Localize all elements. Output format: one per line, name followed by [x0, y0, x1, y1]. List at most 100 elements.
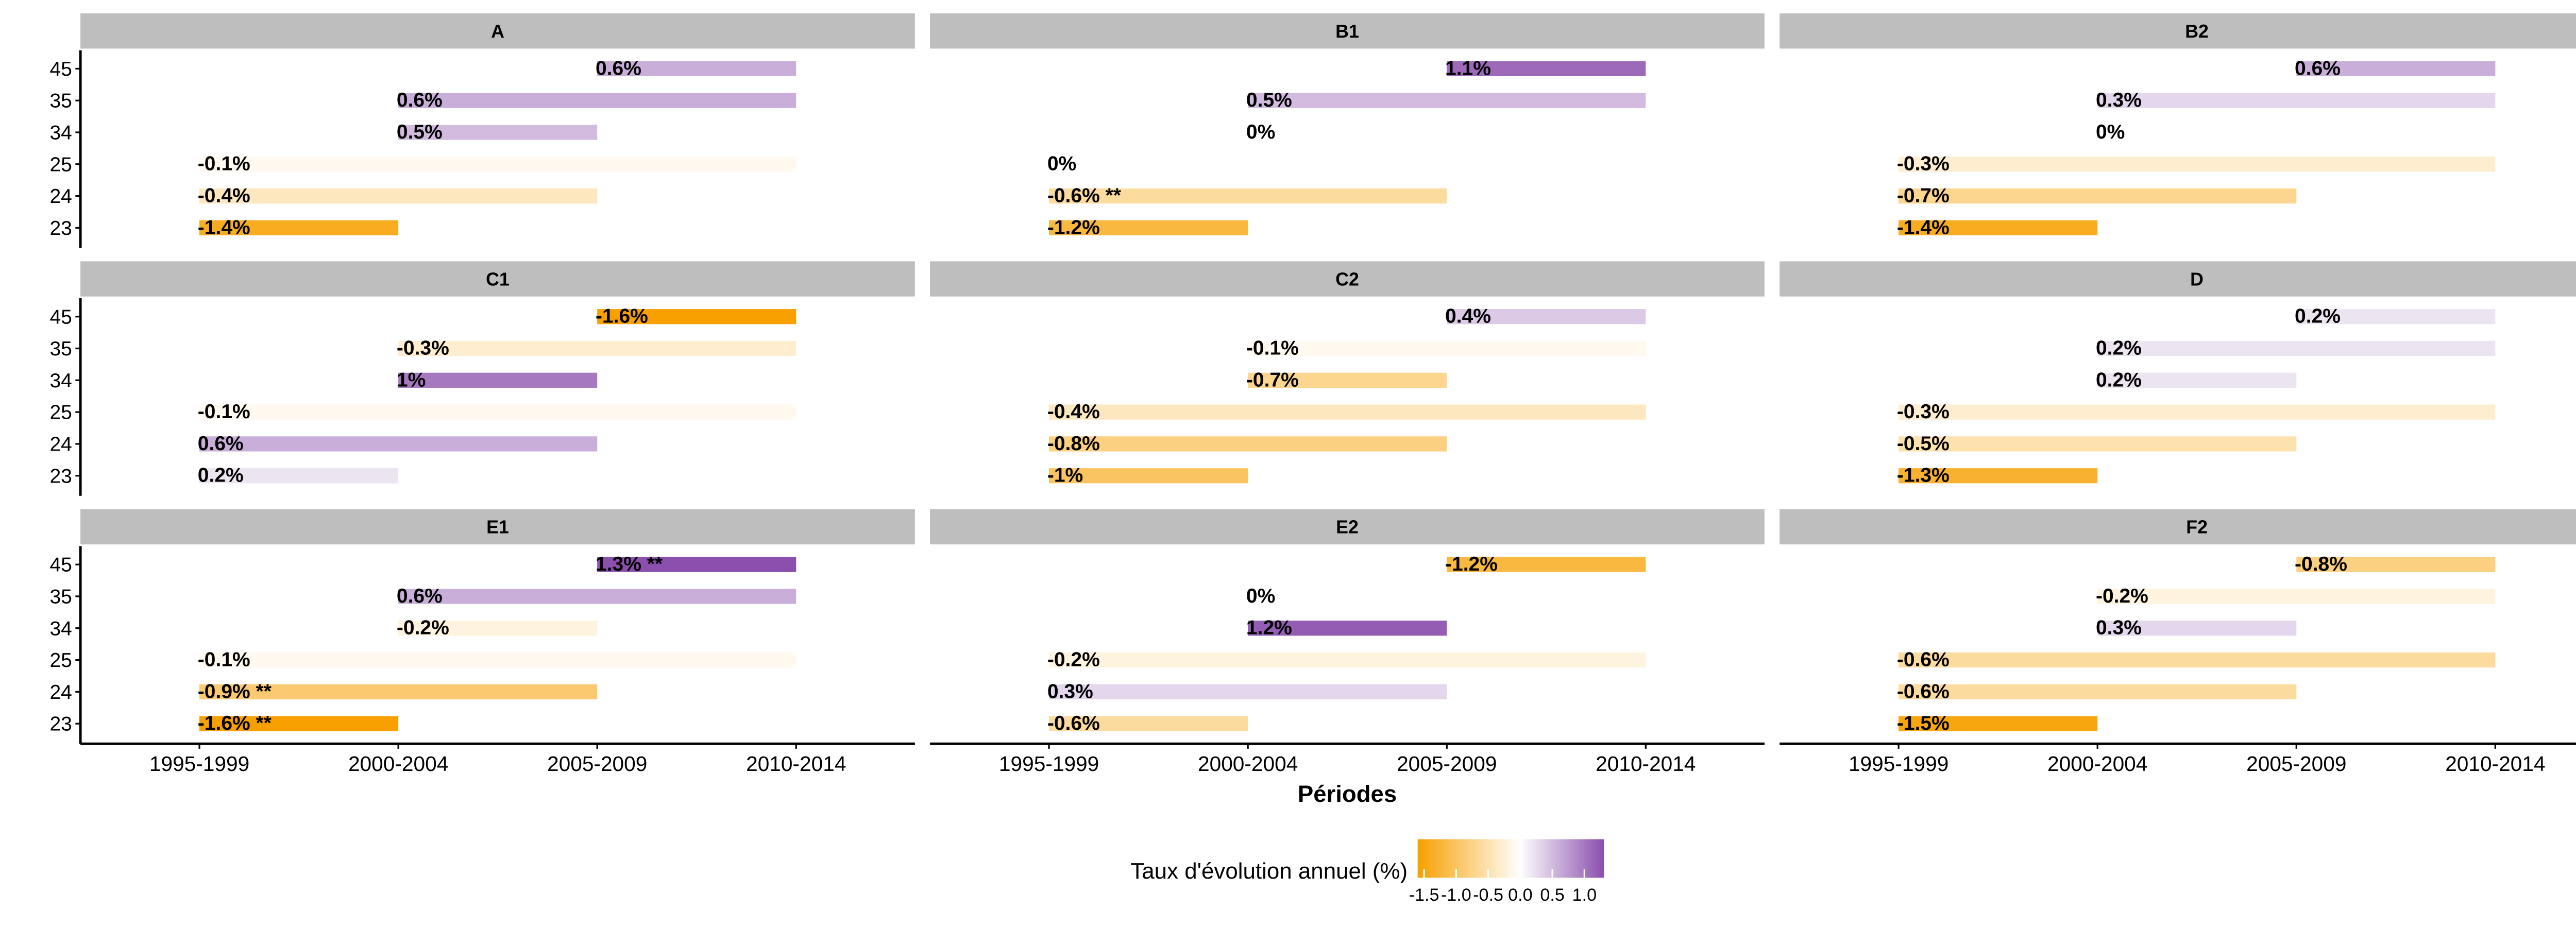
colorbar-cell — [1429, 839, 1432, 878]
bar — [2097, 125, 2297, 140]
colorbar-cell — [1582, 839, 1584, 878]
colorbar-cell — [1501, 839, 1504, 878]
value-label: -0.1% — [1246, 337, 1299, 359]
value-label: -0.1% — [198, 648, 250, 671]
colorbar-cell — [1562, 839, 1564, 878]
value-label: 0% — [1047, 153, 1076, 175]
bar — [1248, 372, 1447, 388]
panel-title: E1 — [486, 517, 509, 538]
bar — [2296, 61, 2496, 77]
x-tick-label: 1995-1999 — [1849, 752, 1948, 776]
colorbar-cell — [1466, 839, 1468, 878]
colorbar-cell — [1555, 839, 1557, 878]
value-label: -1.6% — [596, 305, 648, 328]
value-label: -0.2% — [397, 617, 449, 639]
colorbar-cell — [1543, 839, 1546, 878]
bar — [1049, 188, 1447, 204]
colorbar-cell — [1437, 839, 1440, 878]
y-tick-label: 25 — [49, 153, 72, 176]
value-label: 0.5% — [397, 121, 443, 143]
x-axis-title: Périodes — [1298, 781, 1397, 807]
value-label: -0.3% — [1897, 401, 1950, 423]
colorbar-cell — [1508, 839, 1511, 878]
bar — [1899, 716, 2098, 731]
colorbar-cell — [1595, 839, 1598, 878]
colorbar-cell — [1456, 839, 1459, 878]
colorbar-cell — [1503, 839, 1505, 878]
colorbar-cell — [1518, 839, 1520, 878]
bar — [1899, 157, 2496, 172]
x-tick-label: 2010-2014 — [1596, 752, 1696, 776]
value-label: -0.9% ** — [198, 680, 272, 702]
bar — [199, 188, 598, 204]
panel-title: C2 — [1335, 269, 1359, 289]
colorbar-cell — [1513, 839, 1515, 878]
colorbar-cell — [1575, 839, 1578, 878]
colorbar-cell — [1451, 839, 1453, 878]
colorbar-cell — [1580, 839, 1583, 878]
value-label: 0% — [1246, 121, 1275, 143]
y-tick-label: 45 — [49, 58, 72, 80]
colorbar-cell — [1496, 839, 1499, 878]
panel-title: B1 — [1335, 21, 1359, 42]
colorbar-cell — [1585, 839, 1587, 878]
panel-title: A — [491, 21, 504, 42]
value-label: 1% — [397, 369, 426, 391]
colorbar-cell — [1530, 839, 1532, 878]
value-label: 0.3% — [1047, 680, 1093, 702]
bar — [2296, 557, 2496, 572]
bar — [1899, 220, 2098, 236]
value-label: -0.3% — [1897, 153, 1950, 175]
panel-title: F2 — [2186, 517, 2208, 538]
colorbar-cell — [1511, 839, 1514, 878]
colorbar-cell — [1428, 839, 1430, 878]
colorbar-cell — [1444, 839, 1447, 878]
colorbar-cell — [1533, 839, 1535, 878]
colorbar-cell — [1571, 839, 1574, 878]
colorbar-cell — [1523, 839, 1526, 878]
value-label: -0.2% — [2096, 585, 2148, 607]
colorbar-cell — [1463, 839, 1465, 878]
bar — [199, 436, 598, 452]
bar — [398, 125, 598, 140]
colorbar-cell — [1598, 839, 1601, 878]
x-tick-label: 2000-2004 — [2047, 752, 2147, 776]
colorbar-cell — [1528, 839, 1531, 878]
bar — [398, 621, 598, 636]
value-label: -0.6% — [1897, 680, 1950, 702]
colorbar-cell — [1489, 839, 1492, 878]
colorbar-tick-label: -0.5 — [1473, 885, 1503, 905]
bar — [1248, 589, 1646, 604]
x-tick-label: 2005-2009 — [1397, 752, 1497, 776]
panel-title: D — [2190, 269, 2204, 289]
bar — [1899, 188, 2297, 204]
strip — [930, 261, 1765, 297]
value-label: -1.2% — [1445, 553, 1498, 575]
colorbar-cell — [1550, 839, 1552, 878]
bar — [2097, 589, 2496, 604]
colorbar-cell — [1548, 839, 1551, 878]
y-tick-label: 23 — [49, 713, 72, 735]
strip — [930, 13, 1765, 49]
bar — [2097, 621, 2297, 636]
colorbar-cell — [1536, 839, 1539, 878]
value-label: 0% — [1246, 585, 1275, 607]
colorbar-cell — [1500, 839, 1502, 878]
value-label: 1.3% ** — [596, 553, 663, 575]
colorbar-cell — [1484, 839, 1487, 878]
colorbar-cell — [1587, 839, 1589, 878]
value-label: -0.3% — [397, 337, 449, 359]
bar — [2097, 372, 2297, 388]
strip — [1780, 13, 2576, 49]
y-tick-label: 25 — [49, 649, 72, 672]
y-tick-label: 45 — [49, 554, 72, 576]
strip — [80, 13, 915, 49]
colorbar-cell — [1551, 839, 1554, 878]
y-tick-label: 34 — [49, 370, 72, 392]
strip — [80, 509, 915, 545]
value-label: 0.2% — [2295, 305, 2341, 328]
value-label: 0.6% — [198, 433, 244, 455]
bar — [199, 404, 796, 420]
value-label: 0.3% — [2096, 89, 2142, 111]
bar — [1049, 436, 1447, 452]
